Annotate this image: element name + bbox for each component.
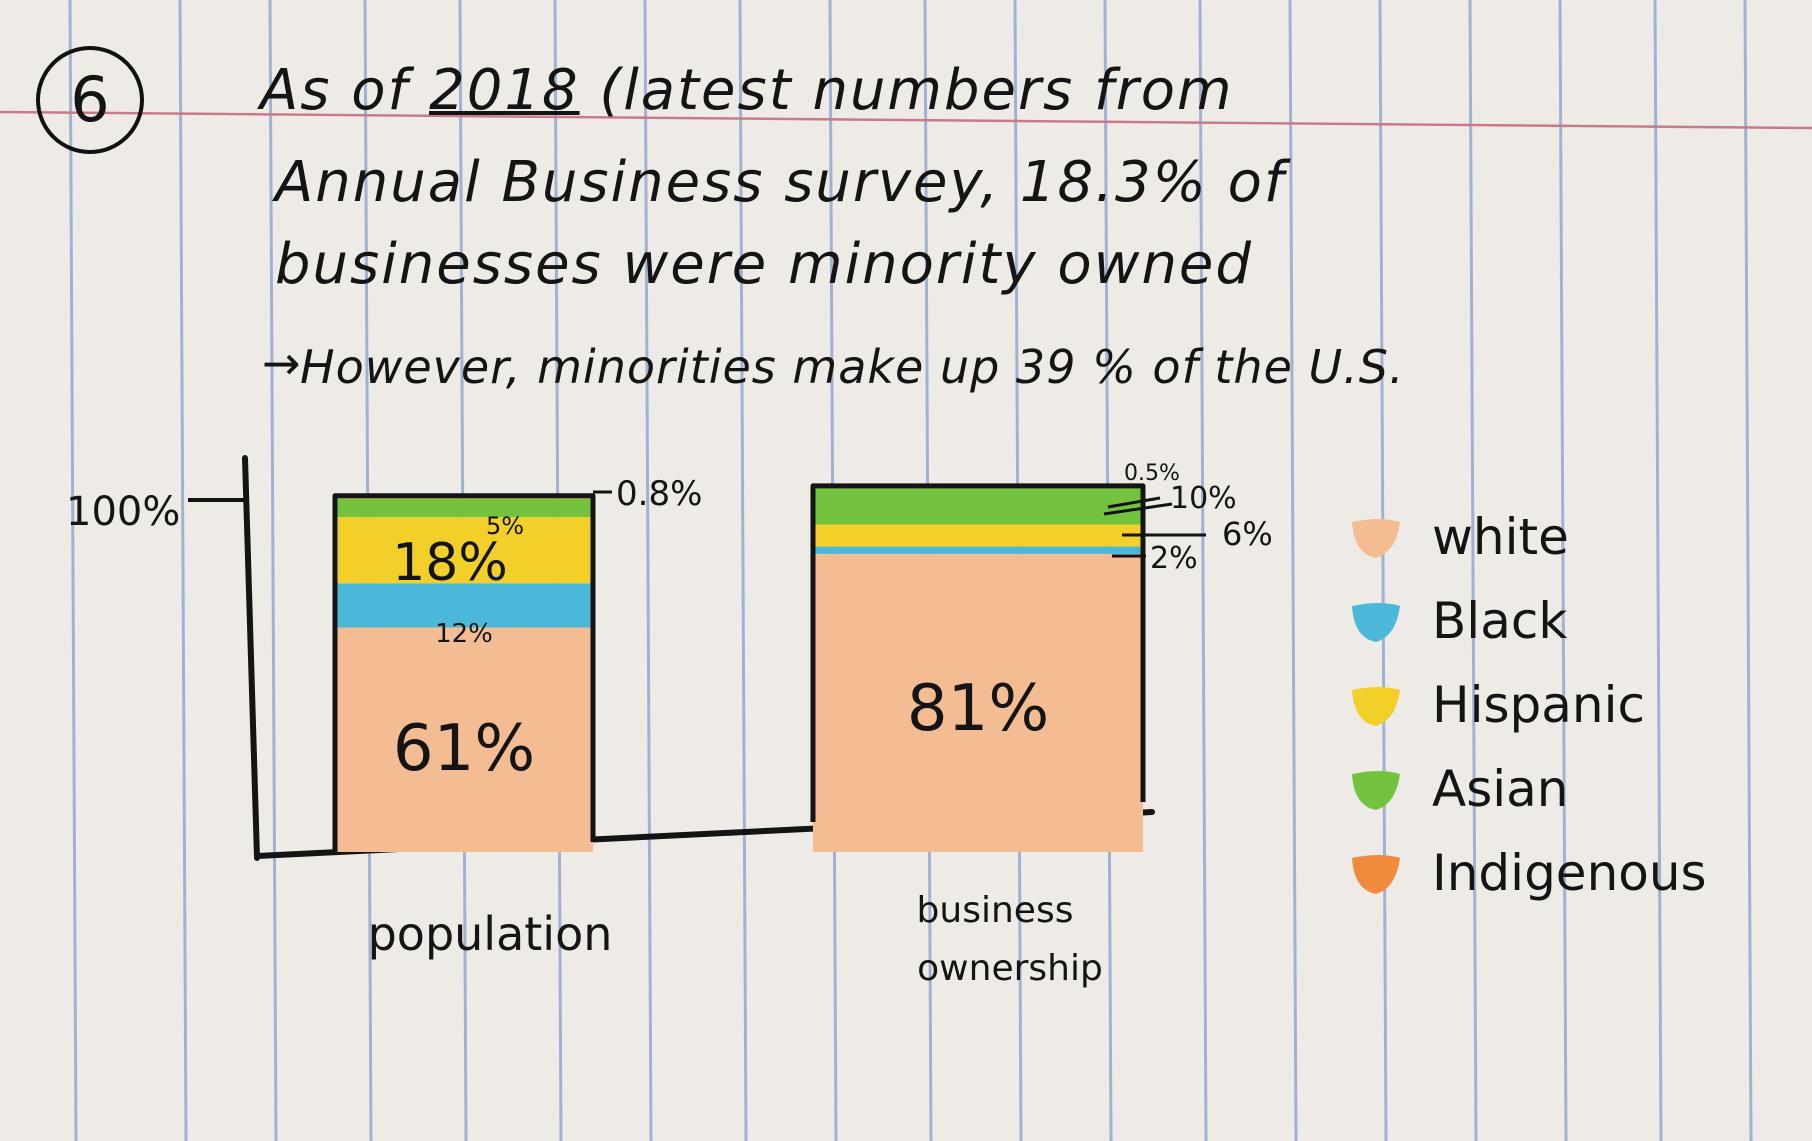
legend-swatch-asian: [1352, 771, 1400, 810]
rule-line: [1743, 0, 1753, 1141]
data-label-business-hispanic: 6%: [1222, 515, 1273, 553]
legend-label-white: white: [1432, 508, 1569, 566]
x-tick-label-ownership: ownership: [917, 948, 1103, 989]
rule-line: [1198, 0, 1208, 1141]
legend-label-hispanic: Hispanic: [1432, 676, 1645, 734]
x-tick-label-business: business: [917, 890, 1074, 931]
legend-label-asian: Asian: [1432, 760, 1568, 818]
data-label-population-white: 61%: [393, 712, 535, 786]
bar-outline-0: [332, 493, 596, 852]
rule-line: [268, 0, 278, 1141]
data-label-population-black: 12%: [435, 619, 493, 649]
rule-line: [1378, 0, 1388, 1141]
note-line-2: Annual Business survey, 18.3% of: [275, 150, 1286, 215]
rule-line: [738, 0, 748, 1141]
note-prefix: As of: [260, 58, 430, 123]
data-label-population-indigenous: 0.8%: [616, 474, 702, 514]
rule-line: [1653, 0, 1663, 1141]
note-year: 2018: [429, 58, 580, 123]
legend-swatch-black: [1352, 603, 1400, 642]
note-line-3: businesses were minority owned: [275, 232, 1253, 297]
data-label-population-asian: 5%: [486, 512, 524, 540]
rule-line: [643, 0, 653, 1141]
note-suffix: (latest numbers from: [579, 58, 1234, 123]
note-line-4: However, minorities make up 39 % of the …: [300, 340, 1405, 394]
data-label-business-indigenous: 0.5%: [1124, 461, 1180, 486]
bar-outline-1: [810, 483, 1146, 822]
y-axis: [242, 455, 260, 861]
data-label-population-hispanic: 18%: [392, 533, 508, 593]
legend-swatch-hispanic: [1352, 687, 1400, 726]
callout-line-business-asian: [1103, 502, 1173, 516]
bar-segment-asian-business: [813, 487, 1143, 525]
rule-line: [178, 0, 188, 1141]
rule-line: [1558, 0, 1568, 1141]
bar-segment-hispanic-business: [813, 524, 1143, 547]
bar-segment-white-business: [813, 553, 1143, 852]
arrow-right-icon: →: [262, 336, 301, 390]
bar-segment-asian-population: [335, 498, 593, 518]
legend-swatch-indigenous: [1352, 855, 1400, 894]
rule-line: [1468, 0, 1478, 1141]
callout-line-business-indigenous: [1107, 496, 1161, 509]
note-line-1: As of 2018 (latest numbers from: [260, 58, 1234, 123]
legend-label-black: Black: [1432, 592, 1567, 650]
rule-line: [68, 0, 78, 1141]
y-tick-label: 100%: [66, 489, 180, 535]
legend-label-indigenous: Indigenous: [1432, 844, 1707, 902]
note-number: 6: [36, 46, 144, 154]
bar-segment-black-population: [335, 583, 593, 628]
bar-segment-white-population: [335, 627, 593, 852]
bar-segment-hispanic-population: [335, 517, 593, 584]
data-label-business-asian: 10%: [1170, 481, 1237, 516]
x-tick-label-population: population: [368, 907, 613, 961]
margin-line: [0, 110, 1812, 130]
bar-segment-black-business: [813, 546, 1143, 554]
rule-line: [1288, 0, 1298, 1141]
data-label-business-black: 2%: [1150, 541, 1198, 576]
data-label-business-white: 81%: [907, 672, 1049, 746]
legend-swatch-white: [1352, 519, 1400, 558]
